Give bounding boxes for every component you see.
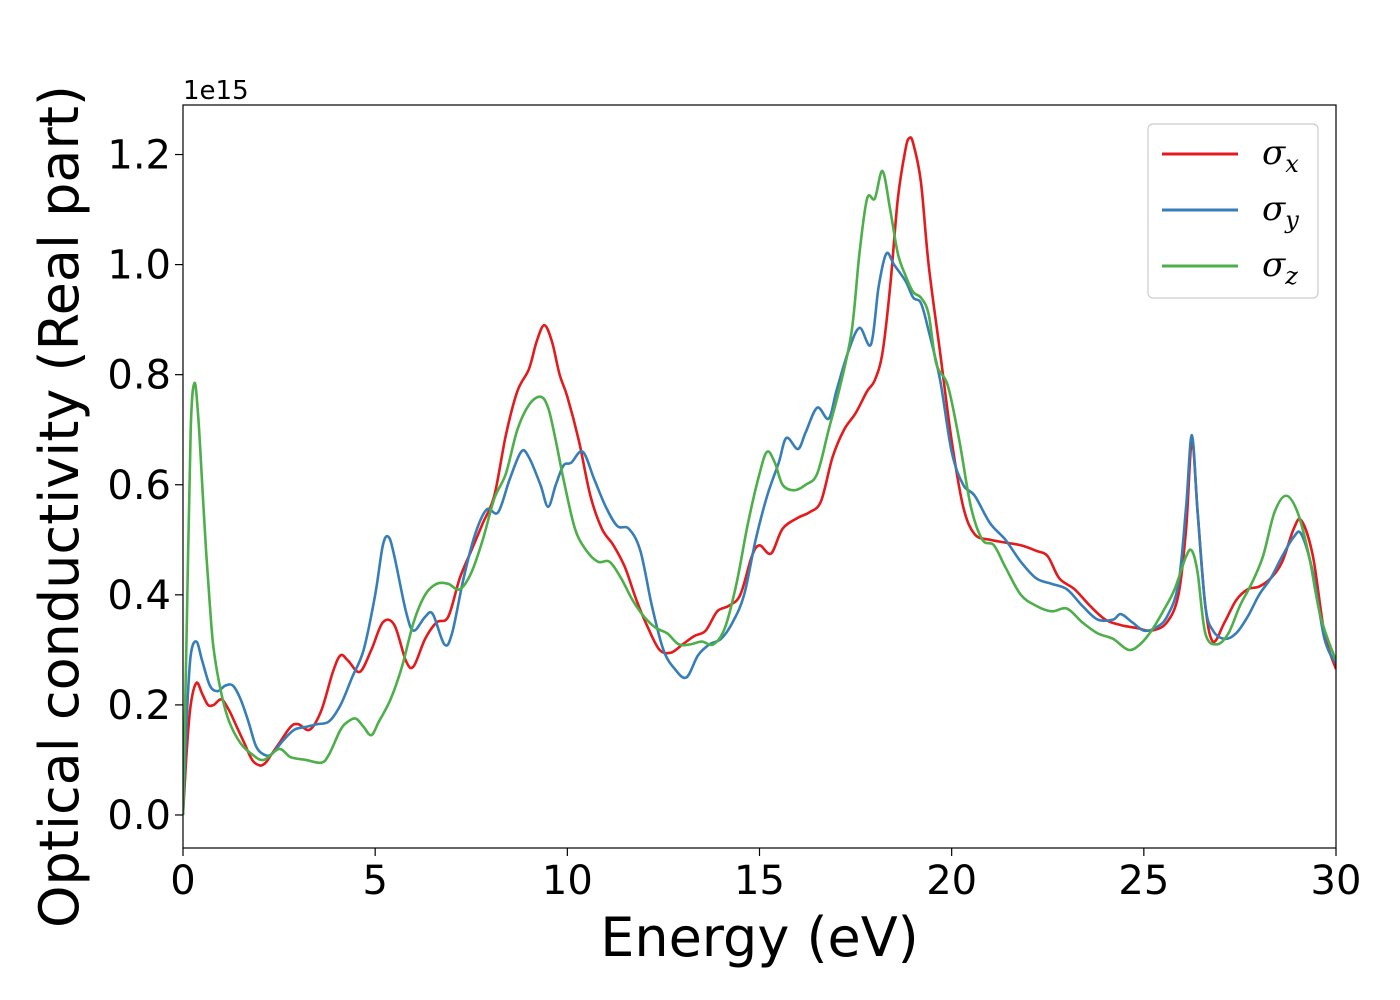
x-tick-label: 25: [1118, 858, 1169, 904]
x-axis: 0 5 10 15 20 25 30: [170, 848, 1361, 904]
legend-subscript: y: [1284, 206, 1299, 234]
legend-entry-z: σz: [1262, 245, 1298, 290]
y-tick-label: 0.8: [107, 353, 171, 399]
y-tick-label: 1.2: [107, 133, 171, 179]
x-tick-label: 5: [362, 858, 387, 904]
y-axis-label: Optical conductivity (Real part): [28, 85, 91, 928]
legend-entry-y: σy: [1262, 189, 1299, 234]
y-tick-label: 0.4: [107, 573, 171, 619]
series-layer: [183, 136, 1336, 816]
legend-symbol: σ: [1262, 133, 1286, 173]
x-tick-label: 0: [170, 858, 195, 904]
y-offset-label: 1e15: [183, 76, 249, 106]
y-tick-label: 0.0: [107, 793, 171, 839]
y-axis: 0.0 0.2 0.4 0.6 0.8 1.0 1.2: [107, 133, 183, 839]
y-tick-label: 1.0: [107, 243, 171, 289]
y-tick-label: 0.6: [107, 463, 171, 509]
y-tick-label: 0.2: [107, 683, 171, 729]
legend-symbol: σ: [1262, 245, 1286, 285]
legend-subscript: x: [1285, 150, 1299, 178]
x-tick-label: 15: [734, 858, 785, 904]
x-tick-label: 30: [1311, 858, 1362, 904]
legend-subscript: z: [1284, 262, 1298, 290]
legend-entry-x: σx: [1262, 133, 1299, 178]
x-tick-label: 20: [926, 858, 977, 904]
series-line-z: [183, 169, 1336, 816]
x-axis-label: Energy (eV): [600, 906, 919, 969]
x-tick-label: 10: [542, 858, 593, 904]
legend-symbol: σ: [1262, 189, 1286, 229]
